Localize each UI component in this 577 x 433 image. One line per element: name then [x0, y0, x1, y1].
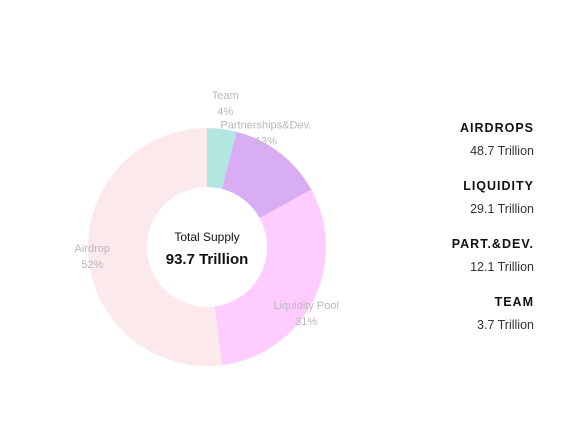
slice-percent-team: 4%	[217, 106, 233, 118]
slice-percent-partnerships-dev: 13%	[255, 135, 277, 147]
slice-team	[207, 128, 237, 189]
summary-title: LIQUIDITY	[463, 179, 534, 193]
slice-liquidity-pool	[214, 189, 326, 366]
supply-summary-list: AIRDROPS 48.7 Trillion LIQUIDITY 29.1 Tr…	[394, 120, 534, 352]
summary-item-team: TEAM 3.7 Trillion	[394, 294, 534, 352]
summary-value: 48.7 Trillion	[470, 144, 534, 158]
slice-label-airdrop: Airdrop	[75, 243, 110, 255]
summary-item-part-dev: PART.&DEV. 12.1 Trillion	[394, 236, 534, 294]
center-caption: Total Supply	[174, 230, 239, 244]
slice-percent-airdrop: 52%	[81, 259, 103, 271]
summary-value: 12.1 Trillion	[470, 260, 534, 274]
summary-item-liquidity: LIQUIDITY 29.1 Trillion	[394, 178, 534, 236]
slice-label-team: Team	[212, 90, 239, 102]
donut-chart: Team 4%Partnerships&Dev. 13% Liquidity Pool…	[75, 90, 339, 366]
slice-airdrop	[88, 128, 222, 366]
slice-label-liquidity-pool: Liquidity Pool	[273, 300, 338, 312]
center-total-value: 93.7 Trillion	[166, 251, 249, 268]
donut-slices	[88, 128, 326, 366]
slice-percent-liquidity-pool: 31%	[295, 316, 317, 328]
slice-partnerships-dev	[221, 131, 312, 219]
summary-value: 3.7 Trillion	[477, 318, 534, 332]
summary-title: TEAM	[494, 295, 534, 309]
slice-labels: Team 4%Partnerships&Dev. 13% Liquidity Pool…	[75, 90, 339, 328]
slice-label-partnerships-dev: Partnerships&Dev.	[220, 119, 311, 131]
summary-title: AIRDROPS	[460, 121, 534, 135]
summary-item-airdrops: AIRDROPS 48.7 Trillion	[394, 120, 534, 178]
summary-title: PART.&DEV.	[451, 237, 534, 251]
summary-value: 29.1 Trillion	[470, 202, 534, 216]
